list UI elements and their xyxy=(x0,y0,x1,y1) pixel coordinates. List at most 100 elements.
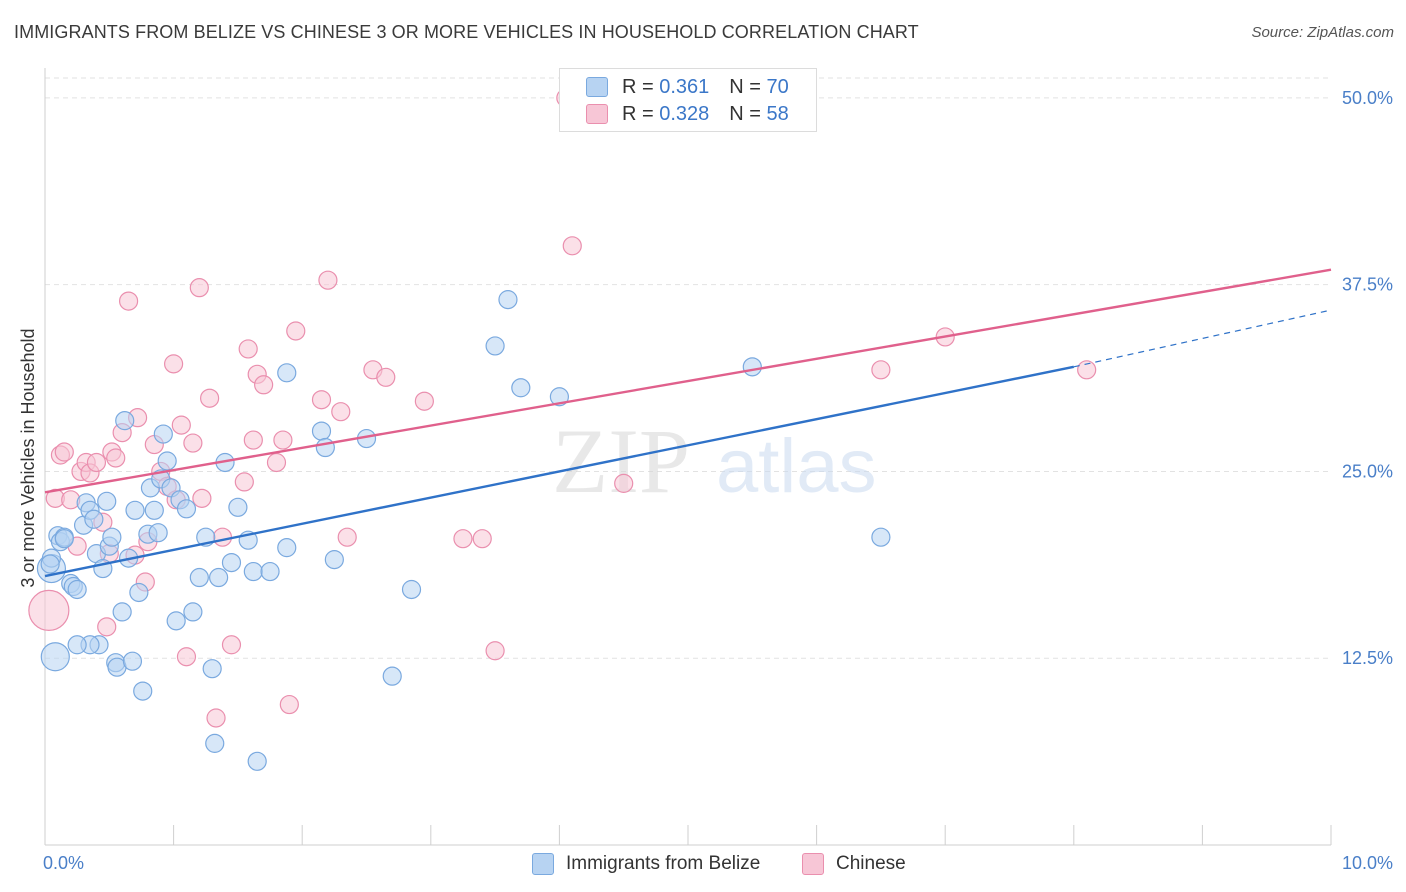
legend-n-label: N = xyxy=(729,102,761,125)
belize-point xyxy=(243,561,263,582)
chinese-point xyxy=(318,270,338,290)
legend-n-value: 58 xyxy=(766,102,789,125)
source-label: Source: ZipAtlas.com xyxy=(1251,24,1394,41)
chinese-point xyxy=(331,402,351,422)
belize-point xyxy=(97,491,117,511)
chinese-point xyxy=(118,291,139,311)
chinese-point xyxy=(485,641,505,661)
chinese-point xyxy=(183,433,203,453)
belize-point xyxy=(40,554,60,574)
chinese-point xyxy=(234,472,254,492)
y-tick-label: 50.0% xyxy=(1342,88,1393,108)
chinese-point xyxy=(106,448,126,468)
chinese-point xyxy=(54,442,74,462)
belize-point xyxy=(112,602,132,622)
belize-point xyxy=(183,602,203,622)
belize-point xyxy=(401,579,422,600)
chinese-trend-line xyxy=(44,268,1332,494)
y-tick-label: 37.5% xyxy=(1342,275,1393,295)
belize-point xyxy=(189,567,209,588)
belize-point xyxy=(549,387,570,407)
legend-row-belize: R = 0.361 N = 70 xyxy=(586,75,789,99)
belize-trend-line xyxy=(44,365,1075,578)
chinese-point xyxy=(61,490,81,510)
belize-point xyxy=(144,500,164,520)
legend-swatch-pink xyxy=(586,104,608,124)
legend-row-chinese: R = 0.328 N = 58 xyxy=(586,102,789,126)
belize-point xyxy=(498,290,518,310)
belize-point xyxy=(277,363,297,383)
chinese-point xyxy=(212,527,233,547)
belize-point xyxy=(871,527,891,547)
chinese-points xyxy=(28,88,1097,728)
chinese-point xyxy=(472,529,492,549)
belize-point xyxy=(742,357,762,377)
belize-point xyxy=(228,497,248,517)
bottom-legend-swatch-blue xyxy=(532,853,554,875)
belize-points xyxy=(36,290,891,771)
watermark-atlas: atlas xyxy=(716,424,877,509)
x-tick-label: 0.0% xyxy=(43,853,84,873)
y-axis-label: 3 or more Vehicles in Household xyxy=(18,328,38,587)
belize-point xyxy=(485,336,505,356)
chinese-point xyxy=(176,647,197,667)
chinese-point xyxy=(871,360,891,380)
chinese-point xyxy=(189,278,209,298)
chinese-point xyxy=(337,527,357,547)
chinese-point xyxy=(453,529,473,549)
trend-lines xyxy=(44,268,1332,578)
tick-labels: 12.5% 25.0% 37.5% 50.0% 0.0% 10.0% xyxy=(43,88,1393,873)
belize-point xyxy=(382,666,402,686)
legend-r-value: 0.361 xyxy=(659,75,710,98)
chinese-point xyxy=(279,694,299,715)
y-tick-label: 12.5% xyxy=(1342,648,1393,668)
belize-point xyxy=(102,527,122,547)
belize-point xyxy=(84,509,104,529)
chart-title: IMMIGRANTS FROM BELIZE VS CHINESE 3 OR M… xyxy=(14,22,919,42)
legend-swatch-blue xyxy=(586,77,608,97)
legend-r-value: 0.328 xyxy=(659,102,710,125)
chinese-point xyxy=(192,488,212,508)
belize-point xyxy=(125,500,145,520)
bottom-legend-label: Immigrants from Belize xyxy=(566,853,761,874)
legend-n-label: N = xyxy=(729,75,761,98)
legend-n-value: 70 xyxy=(766,75,789,98)
belize-trend-extension xyxy=(1073,309,1332,368)
belize-point xyxy=(315,437,335,458)
grid-lines xyxy=(45,77,1331,659)
chinese-point xyxy=(1077,360,1097,380)
belize-point xyxy=(277,538,297,558)
belize-point xyxy=(40,642,70,672)
stats-legend: R = 0.361 N = 70 R = 0.328 N = 58 xyxy=(559,68,817,132)
belize-point xyxy=(153,424,173,444)
chinese-point xyxy=(221,635,242,655)
bottom-legend-belize: Immigrants from Belize xyxy=(532,852,760,876)
chinese-point xyxy=(286,321,306,341)
chinese-point xyxy=(414,391,434,411)
chinese-point xyxy=(164,354,184,374)
belize-point xyxy=(166,611,186,631)
belize-point xyxy=(129,582,149,603)
axes xyxy=(44,68,1332,846)
watermark-zip: ZIP xyxy=(552,410,690,512)
legend-r-label: R = xyxy=(622,75,654,98)
chinese-point xyxy=(311,390,332,410)
belize-point xyxy=(115,411,135,431)
belize-point xyxy=(205,733,225,753)
bottom-legend-chinese: Chinese xyxy=(802,852,906,876)
y-tick-label: 25.0% xyxy=(1342,461,1393,481)
belize-point xyxy=(511,378,531,398)
belize-point xyxy=(148,523,168,543)
x-tick-label: 10.0% xyxy=(1342,853,1393,873)
chinese-point xyxy=(254,375,274,395)
chinese-point xyxy=(28,589,70,632)
belize-point xyxy=(247,751,267,771)
chinese-point xyxy=(243,430,263,450)
chinese-point xyxy=(376,367,396,387)
chinese-point xyxy=(200,388,220,408)
belize-point xyxy=(157,451,177,471)
chinese-point xyxy=(97,617,117,637)
belize-point xyxy=(221,552,242,573)
belize-point xyxy=(202,659,222,679)
